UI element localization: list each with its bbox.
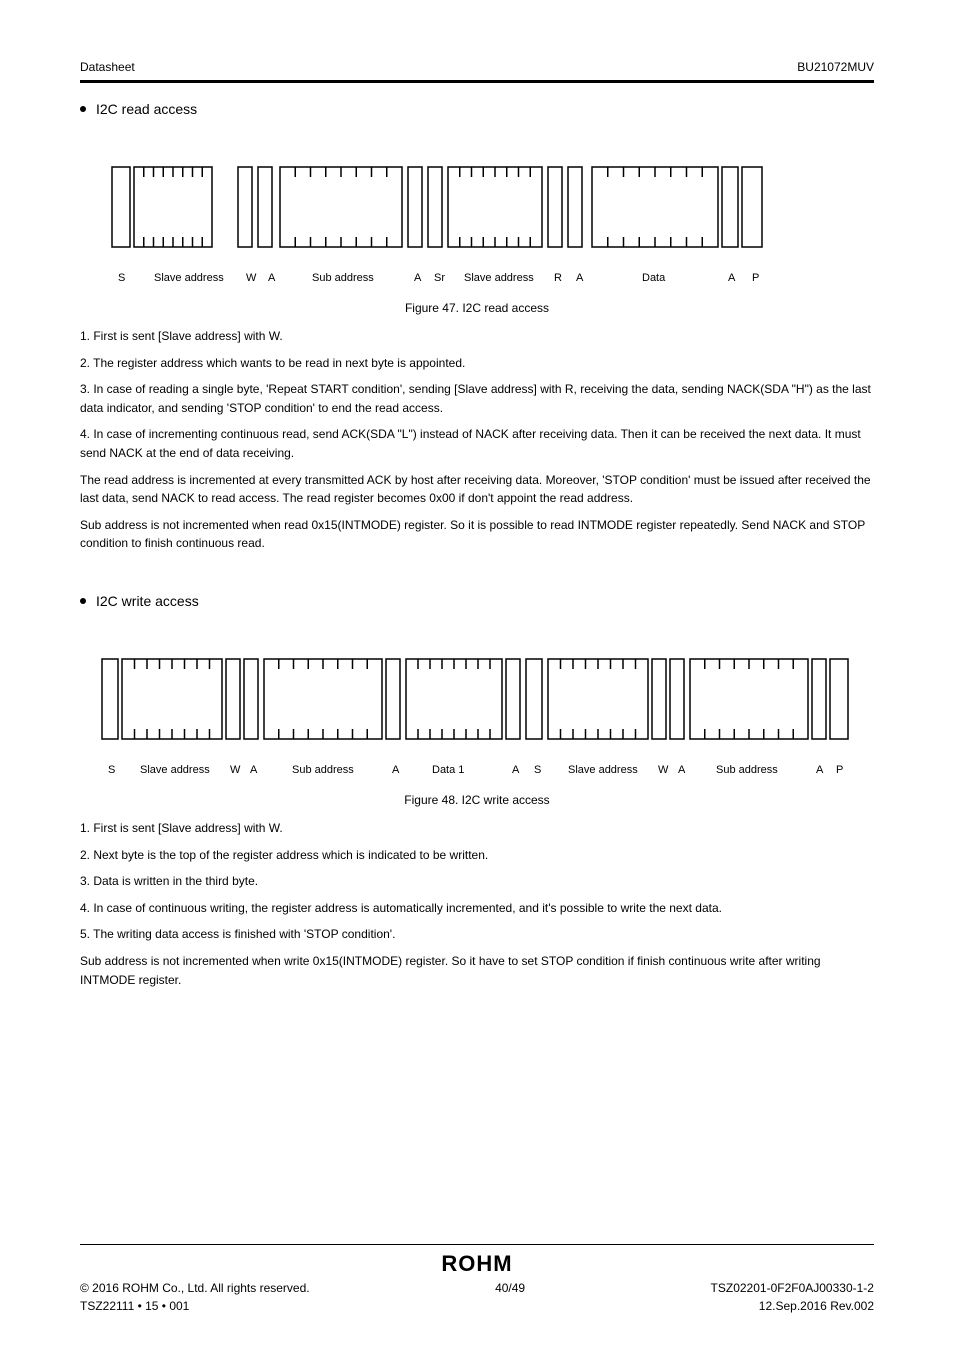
timing-label: A: [250, 764, 258, 776]
timing-label: W: [230, 764, 241, 776]
header-row: Datasheet BU21072MUV: [80, 60, 874, 74]
section-heading: I2C write access: [80, 593, 874, 609]
bullet-icon: [80, 598, 86, 604]
timing-diagram: SSlave addressWASub addressASrSlave addr…: [80, 127, 874, 307]
timing-label: Data 1: [432, 764, 464, 776]
footer: ROHM © 2016 ROHM Co., Ltd. All rights re…: [80, 1228, 874, 1313]
body-paragraph: 4. In case of incrementing continuous re…: [80, 425, 874, 462]
header-right-part: BU21072MUV: [797, 60, 874, 74]
footer-row-2: TSZ22111 • 15 • 001 12.Sep.2016 Rev.002: [80, 1299, 874, 1313]
section-title: I2C write access: [96, 593, 199, 609]
timing-label: Sr: [434, 272, 445, 284]
body-paragraph: 1. First is sent [Slave address] with W.: [80, 819, 874, 838]
timing-label: A: [728, 272, 736, 284]
timing-label: S: [108, 764, 115, 776]
timing-label: Slave address: [140, 764, 210, 776]
footer-date: 12.Sep.2016 Rev.002: [759, 1299, 874, 1313]
header-left: Datasheet: [80, 60, 135, 74]
timing-label: R: [554, 272, 562, 284]
body-paragraph: 4. In case of continuous writing, the re…: [80, 899, 874, 918]
timing-label: Sub address: [292, 764, 354, 776]
timing-label: Slave address: [154, 272, 224, 284]
sections-container: I2C read accessSSlave addressWASub addre…: [80, 101, 874, 989]
timing-label: W: [246, 272, 257, 284]
rohm-logo: ROHM: [80, 1251, 874, 1277]
page-root: Datasheet BU21072MUV I2C read access S Sla…: [0, 0, 954, 1351]
body-paragraph: The read address is incremented at every…: [80, 471, 874, 508]
timing-label: Slave address: [464, 272, 534, 284]
section-body: 1. First is sent [Slave address] with W.…: [80, 819, 874, 989]
timing-label: A: [414, 272, 422, 284]
section: I2C write accessSSlave addressWASub addr…: [80, 593, 874, 989]
bullet-icon: [80, 106, 86, 112]
body-paragraph: 2. The register address which wants to b…: [80, 354, 874, 373]
footer-rev-note: TSZ22111 • 15 • 001: [80, 1299, 189, 1313]
timing-label: Sub address: [312, 272, 374, 284]
timing-label: Slave address: [568, 764, 638, 776]
timing-label: A: [392, 764, 400, 776]
body-paragraph: 5. The writing data access is finished w…: [80, 925, 874, 944]
timing-label: S: [118, 272, 125, 284]
body-paragraph: 3. In case of reading a single byte, 'Re…: [80, 380, 874, 417]
timing-label: Data: [642, 272, 666, 284]
timing-label: A: [512, 764, 520, 776]
footer-rule: [80, 1244, 874, 1245]
timing-label: P: [752, 272, 759, 284]
timing-label: A: [678, 764, 686, 776]
section: I2C read accessSSlave addressWASub addre…: [80, 101, 874, 553]
footer-page: 40/49: [495, 1281, 525, 1295]
timing-label: A: [268, 272, 276, 284]
body-paragraph: 1. First is sent [Slave address] with W.: [80, 327, 874, 346]
timing-label: A: [576, 272, 584, 284]
footer-company: © 2016 ROHM Co., Ltd. All rights reserve…: [80, 1281, 310, 1295]
body-paragraph: Sub address is not incremented when read…: [80, 516, 874, 553]
footer-doc-id: TSZ02201-0F2F0AJ00330-1-2: [711, 1281, 874, 1295]
section-heading: I2C read access: [80, 101, 874, 117]
body-paragraph: Sub address is not incremented when writ…: [80, 952, 874, 989]
timing-label: P: [836, 764, 843, 776]
timing-label: Sub address: [716, 764, 778, 776]
header-rule: [80, 80, 874, 83]
timing-label: W: [658, 764, 669, 776]
timing-diagram: SSlave addressWASub addressAData 1ASSlav…: [80, 619, 874, 799]
timing-label: S: [534, 764, 541, 776]
section-title: I2C read access: [96, 101, 197, 117]
body-paragraph: 3. Data is written in the third byte.: [80, 872, 874, 891]
body-paragraph: 2. Next byte is the top of the register …: [80, 846, 874, 865]
footer-row-1: © 2016 ROHM Co., Ltd. All rights reserve…: [80, 1281, 874, 1295]
timing-label: A: [816, 764, 824, 776]
section-body: 1. First is sent [Slave address] with W.…: [80, 327, 874, 553]
